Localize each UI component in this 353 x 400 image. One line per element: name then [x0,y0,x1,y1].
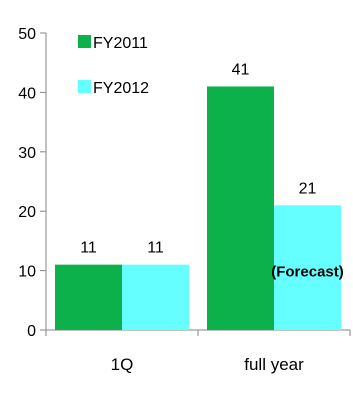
y-tick-label: 20 [18,204,36,221]
data-label: 11 [147,240,164,257]
data-label: 41 [232,61,250,78]
bar-fy2011 [207,86,274,331]
bar-fy2012 [274,205,341,330]
x-tick-label: full year [244,355,304,374]
legend-label: FY2012 [93,80,149,97]
data-label: 21 [299,180,317,197]
y-tick-label: 0 [27,323,36,340]
legend-swatch [78,35,91,48]
data-label: 11 [80,240,97,257]
legend-swatch [78,80,91,93]
bar-fy2012 [122,264,189,330]
y-tick-label: 50 [18,26,36,43]
forecast-annotation: (Forecast) [271,264,344,281]
y-tick-label: 40 [18,85,36,102]
legend-label: FY2011 [93,35,148,52]
x-tick-label: 1Q [111,355,134,374]
bar-fy2011 [55,264,122,330]
y-tick-label: 10 [18,264,36,281]
y-tick-label: 30 [18,145,36,162]
